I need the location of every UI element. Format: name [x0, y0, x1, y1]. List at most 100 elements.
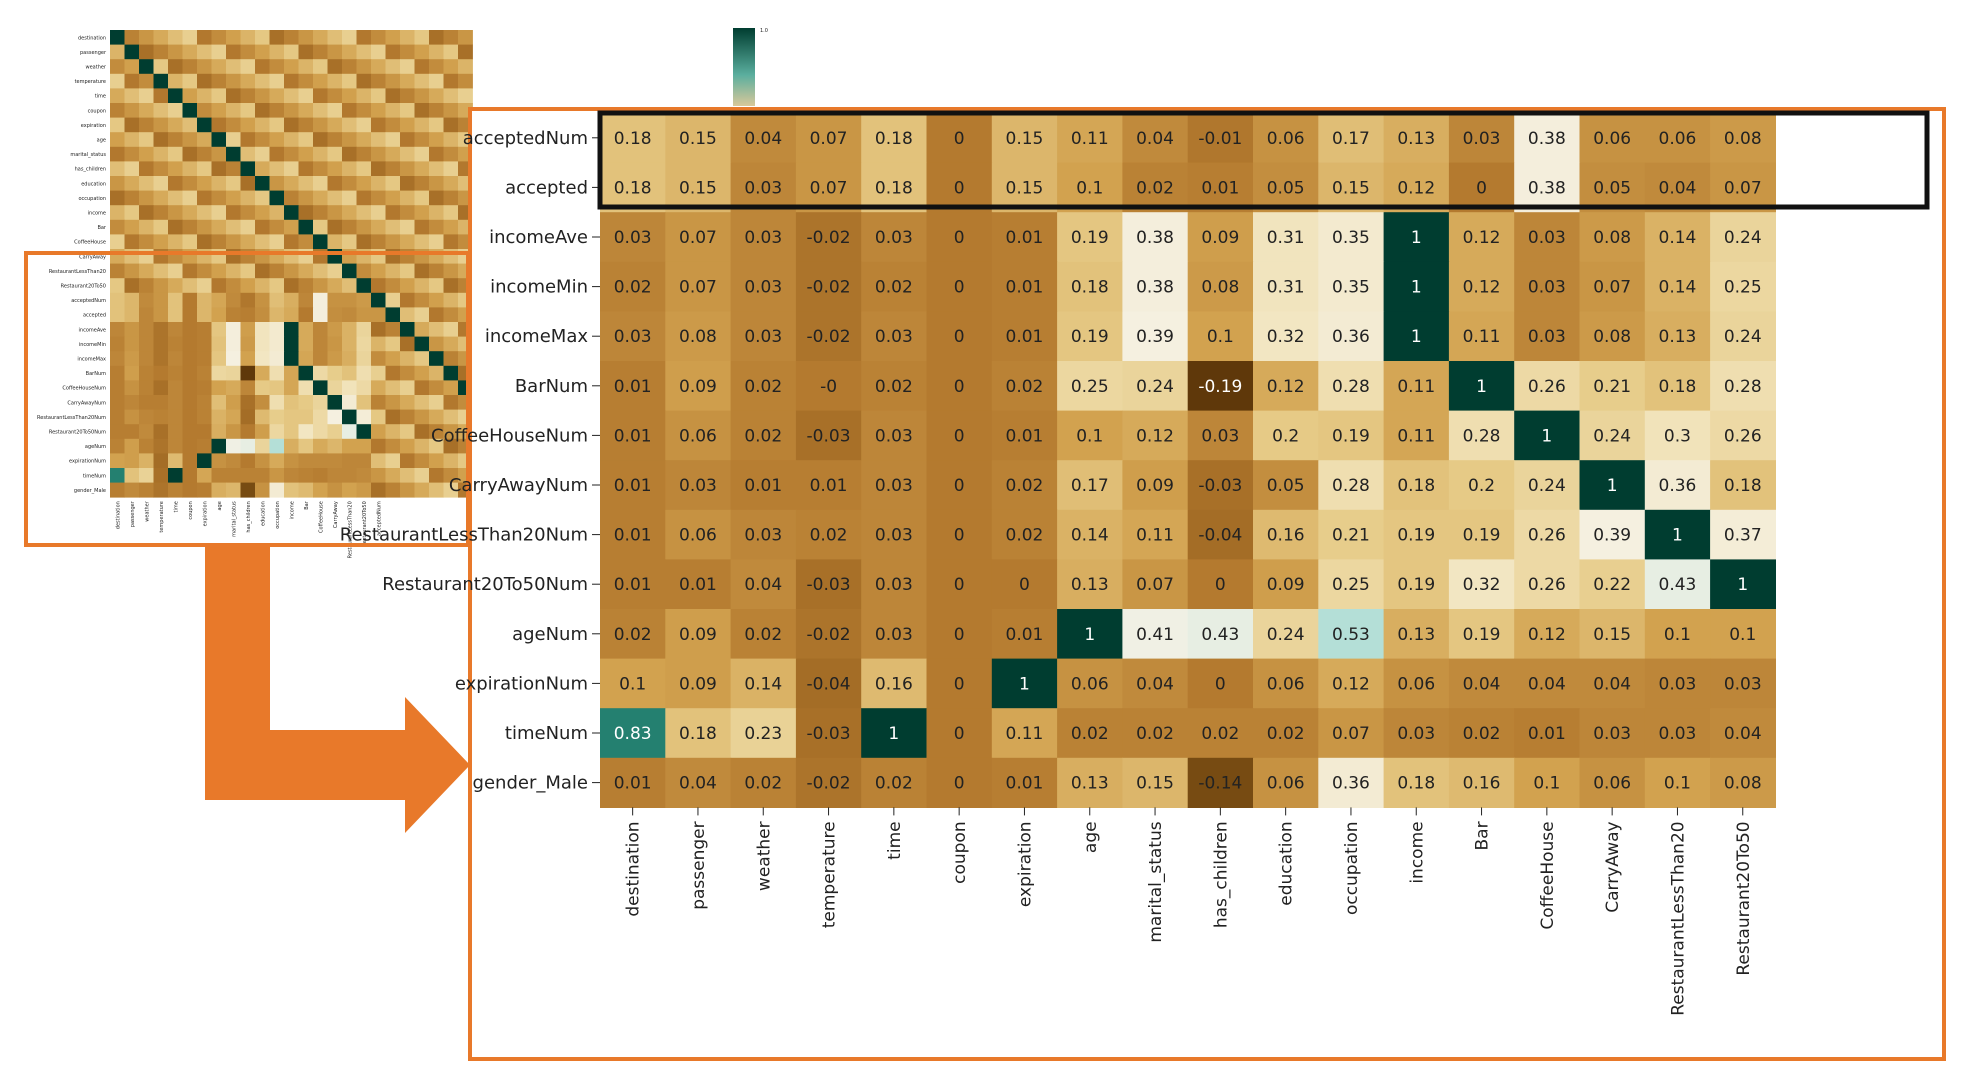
thumbnail-cell	[356, 161, 372, 177]
thumbnail-cell	[153, 365, 169, 381]
row-label-coffeehousenum: CoffeeHouseNum	[431, 425, 588, 446]
thumbnail-cell	[356, 103, 372, 118]
thumbnail-cell	[226, 73, 241, 89]
thumbnail-cell	[443, 351, 459, 367]
thumbnail-cell	[385, 365, 401, 381]
thumbnail-cell	[153, 234, 169, 250]
thumbnail-cell	[110, 365, 125, 381]
cell-value-label: 0.19	[1071, 228, 1109, 248]
cell-value-label: 0.06	[1267, 674, 1305, 694]
cell-value-label: 0.18	[614, 129, 652, 149]
cell-value-label: 0	[954, 674, 965, 694]
thumbnail-cell	[240, 307, 256, 323]
thumbnail-cell	[168, 117, 183, 133]
thumbnail-cell	[255, 453, 270, 469]
thumbnail-cell	[226, 117, 241, 133]
thumbnail-cell	[197, 88, 212, 104]
thumbnail-cell	[356, 424, 372, 440]
thumbnail-cell	[124, 424, 140, 440]
thumbnail-cell	[226, 409, 241, 425]
thumbnail-cell	[139, 30, 154, 45]
thumbnail-cell	[356, 176, 372, 191]
thumbnail-cell	[313, 365, 328, 381]
thumbnail-cell	[153, 161, 169, 177]
thumbnail-cell	[255, 88, 270, 104]
cell-value-label: 0.36	[1332, 327, 1370, 347]
thumbnail-cell	[168, 161, 183, 177]
thumbnail-cell	[342, 30, 357, 45]
thumbnail-cell	[371, 117, 386, 133]
thumbnail-cell	[197, 132, 212, 148]
cell-value-label: 0.36	[1659, 476, 1697, 496]
thumbnail-cell	[385, 424, 401, 440]
thumbnail-cell	[211, 205, 227, 221]
cell-value-label: 0.02	[1267, 724, 1305, 744]
thumbnail-cell	[124, 263, 140, 279]
thumbnail-cell	[255, 59, 270, 75]
cell-value-label: 0.01	[1006, 625, 1044, 645]
thumbnail-cell	[226, 219, 241, 235]
thumbnail-cell	[385, 103, 401, 118]
thumbnail-cell	[153, 117, 169, 133]
thumbnail-cell	[298, 219, 314, 235]
thumbnail-cell	[313, 59, 328, 75]
thumbnail-cell	[414, 132, 430, 148]
thumbnail-cell	[414, 161, 430, 177]
cell-value-label: 0.01	[1006, 426, 1044, 446]
thumbnail-cell	[284, 73, 299, 89]
cell-value-label: 0	[954, 526, 965, 546]
thumbnail-cell	[414, 365, 430, 381]
thumbnail-cell	[298, 278, 314, 294]
thumbnail-cell	[313, 292, 328, 308]
thumbnail-cell	[298, 205, 314, 221]
thumbnail-cell	[385, 146, 401, 162]
cell-value-label: 0.02	[614, 625, 652, 645]
thumbnail-cell	[255, 146, 270, 162]
row-label-expirationnum: expirationNum	[455, 673, 588, 694]
thumbnail-cell	[240, 395, 256, 410]
thumbnail-cell	[269, 424, 285, 440]
thumbnail-cell	[226, 205, 241, 221]
thumbnail-cell	[124, 453, 140, 469]
thumbnail-cell	[124, 307, 140, 323]
cell-value-label: 1	[888, 724, 899, 744]
thumbnail-cell	[284, 263, 299, 279]
cell-value-label: 0.24	[1136, 377, 1174, 397]
thumbnail-cell	[139, 117, 154, 133]
thumbnail-cell	[371, 278, 386, 294]
thumbnail-cell	[269, 44, 285, 60]
cell-value-label: 0.01	[744, 476, 782, 496]
thumbnail-cell	[197, 351, 212, 367]
thumbnail-cell	[327, 278, 343, 294]
thumbnail-cell	[255, 103, 270, 118]
thumbnail-cell	[197, 409, 212, 425]
cell-value-label: 1	[1541, 426, 1552, 446]
thumbnail-cell	[124, 59, 140, 75]
thumbnail-cell	[226, 263, 241, 279]
cell-value-label: 0.41	[1136, 625, 1174, 645]
cell-value-label: 0.26	[1724, 426, 1762, 446]
thumbnail-cell	[182, 409, 198, 425]
thumbnail-cell	[371, 73, 386, 89]
thumbnail-cell	[313, 117, 328, 133]
cell-value-label: 0.09	[1136, 476, 1174, 496]
thumbnail-cell	[255, 263, 270, 279]
thumbnail-cell	[371, 44, 386, 60]
cell-value-label: 0.12	[1267, 377, 1305, 397]
thumbnail-cell	[327, 351, 343, 367]
thumbnail-cell	[371, 263, 386, 279]
thumbnail-cell	[269, 292, 285, 308]
thumbnail-cell	[153, 88, 169, 104]
thumbnail-cell	[110, 176, 125, 191]
cell-value-label: 0.05	[1593, 178, 1631, 198]
cell-value-label: 0	[954, 625, 965, 645]
thumbnail-cell	[414, 336, 430, 352]
thumbnail-cell	[139, 278, 154, 294]
thumbnail-cell	[400, 307, 415, 323]
thumbnail-cell	[124, 117, 140, 133]
thumbnail-cell	[269, 453, 285, 469]
cell-value-label: 0.02	[875, 377, 913, 397]
cell-value-label: -0.02	[807, 228, 851, 248]
cell-value-label: 0.37	[1724, 526, 1762, 546]
thumbnail-cell	[182, 453, 198, 469]
